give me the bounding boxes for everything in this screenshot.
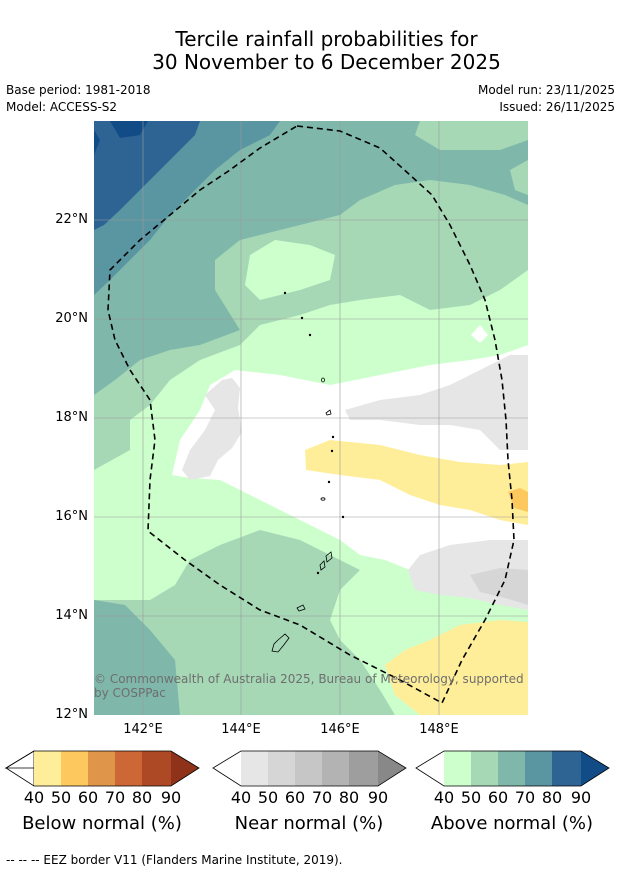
cb-near-tick-60: 60 [284, 788, 306, 807]
cb-near-tick-50: 50 [257, 788, 279, 807]
near-40-region-west [182, 378, 242, 480]
issued-date: Issued: 26/11/2025 [499, 100, 615, 114]
cb-near-tick-70: 70 [311, 788, 333, 807]
colorbar-near-swatch-4 [349, 751, 378, 786]
above-60-region-south [94, 600, 180, 715]
colorbar-near-swatch-2 [295, 751, 322, 786]
cb-above-tick-80: 80 [541, 788, 563, 807]
cb-below-tick-80: 80 [131, 788, 153, 807]
colorbar-near-swatch-3 [322, 751, 349, 786]
below-40-region-mid [305, 440, 528, 525]
colorbar-above-swatch-2 [498, 751, 525, 786]
colorbar-below-swatch-3 [115, 751, 142, 786]
colorbar-near-swatch-0 [241, 751, 268, 786]
above-80-region [94, 121, 200, 230]
islands [271, 291, 345, 653]
near-50-region-southeast [470, 568, 528, 605]
lat-tick-14n: 14°N [55, 608, 88, 623]
lon-tick-142e: 142°E [123, 722, 163, 737]
colorbar-above-swatch-1 [471, 751, 498, 786]
above-50-patch-ne [510, 160, 528, 195]
colorbar-near-swatch-1 [268, 751, 295, 786]
cb-above-tick-70: 70 [514, 788, 536, 807]
cb-below-tick-70: 70 [104, 788, 126, 807]
map-title-line2: 30 November to 6 December 2025 [152, 50, 501, 74]
above-60-region-north [94, 121, 528, 395]
colorbar-below-max-arrow [171, 751, 199, 786]
model-name: Model: ACCESS-S2 [6, 100, 118, 114]
cb-above-label: Above normal (%) [430, 813, 594, 834]
cb-near-tick-40: 40 [230, 788, 252, 807]
colorbar-above-swatch-0 [444, 751, 471, 786]
colorbar-below-swatch-1 [61, 751, 88, 786]
colorbar-below-swatch-4 [142, 751, 171, 786]
white-diamond [471, 325, 488, 343]
lat-tick-12n: 12°N [55, 707, 88, 722]
lat-tick-16n: 16°N [55, 509, 88, 524]
colorbar-near [212, 750, 407, 787]
cb-above-tick-60: 60 [487, 788, 509, 807]
lat-tick-18n: 18°N [55, 410, 88, 425]
colorbar-above-max-arrow [581, 751, 609, 786]
lon-tick-146e: 146°E [320, 722, 360, 737]
colorbar-near-min-arrow [213, 751, 241, 786]
above-90-region [110, 121, 148, 138]
cb-near-tick-80: 80 [338, 788, 360, 807]
cb-below-tick-40: 40 [23, 788, 45, 807]
cb-above-tick-50: 50 [460, 788, 482, 807]
colorbar-below [4, 750, 200, 787]
colorbar-near-max-arrow [378, 751, 406, 786]
probability-field [94, 121, 528, 715]
colorbar-above-swatch-4 [552, 751, 581, 786]
cb-below-tick-60: 60 [77, 788, 99, 807]
colorbar-below-swatch-0 [34, 751, 61, 786]
model-run: Model run: 23/11/2025 [477, 83, 615, 97]
cb-below-label: Below normal (%) [22, 813, 182, 834]
cb-above-tick-40: 40 [433, 788, 455, 807]
near-40-region-east [345, 355, 528, 450]
eez-border [107, 125, 515, 705]
cb-near-label: Near normal (%) [234, 813, 384, 834]
above-40-island-north [245, 240, 335, 300]
lon-tick-148e: 148°E [419, 722, 459, 737]
base-period: Base period: 1981-2018 [6, 83, 151, 97]
lat-tick-20n: 20°N [55, 311, 88, 326]
cb-near-tick-90: 90 [367, 788, 389, 807]
above-90-edge [94, 130, 100, 155]
colorbar-above-min-arrow [416, 751, 444, 786]
colorbar-below-swatch-2 [88, 751, 115, 786]
colorbar-above [415, 750, 610, 787]
cb-above-tick-90: 90 [570, 788, 592, 807]
map-title-line1: Tercile rainfall probabilities for [175, 27, 478, 51]
grid-lines [94, 121, 528, 715]
cb-below-tick-90: 90 [160, 788, 182, 807]
cb-below-tick-50: 50 [50, 788, 72, 807]
copyright-notice: © Commonwealth of Australia 2025, Bureau… [94, 672, 524, 700]
colorbar-above-swatch-3 [525, 751, 552, 786]
colorbar-below-min-arrow [4, 750, 35, 786]
below-50-spot [508, 488, 528, 512]
eez-footnote: -- -- -- EEZ border V11 (Flanders Marine… [6, 853, 343, 867]
lon-tick-144e: 144°E [221, 722, 261, 737]
lat-tick-22n: 22°N [55, 212, 88, 227]
